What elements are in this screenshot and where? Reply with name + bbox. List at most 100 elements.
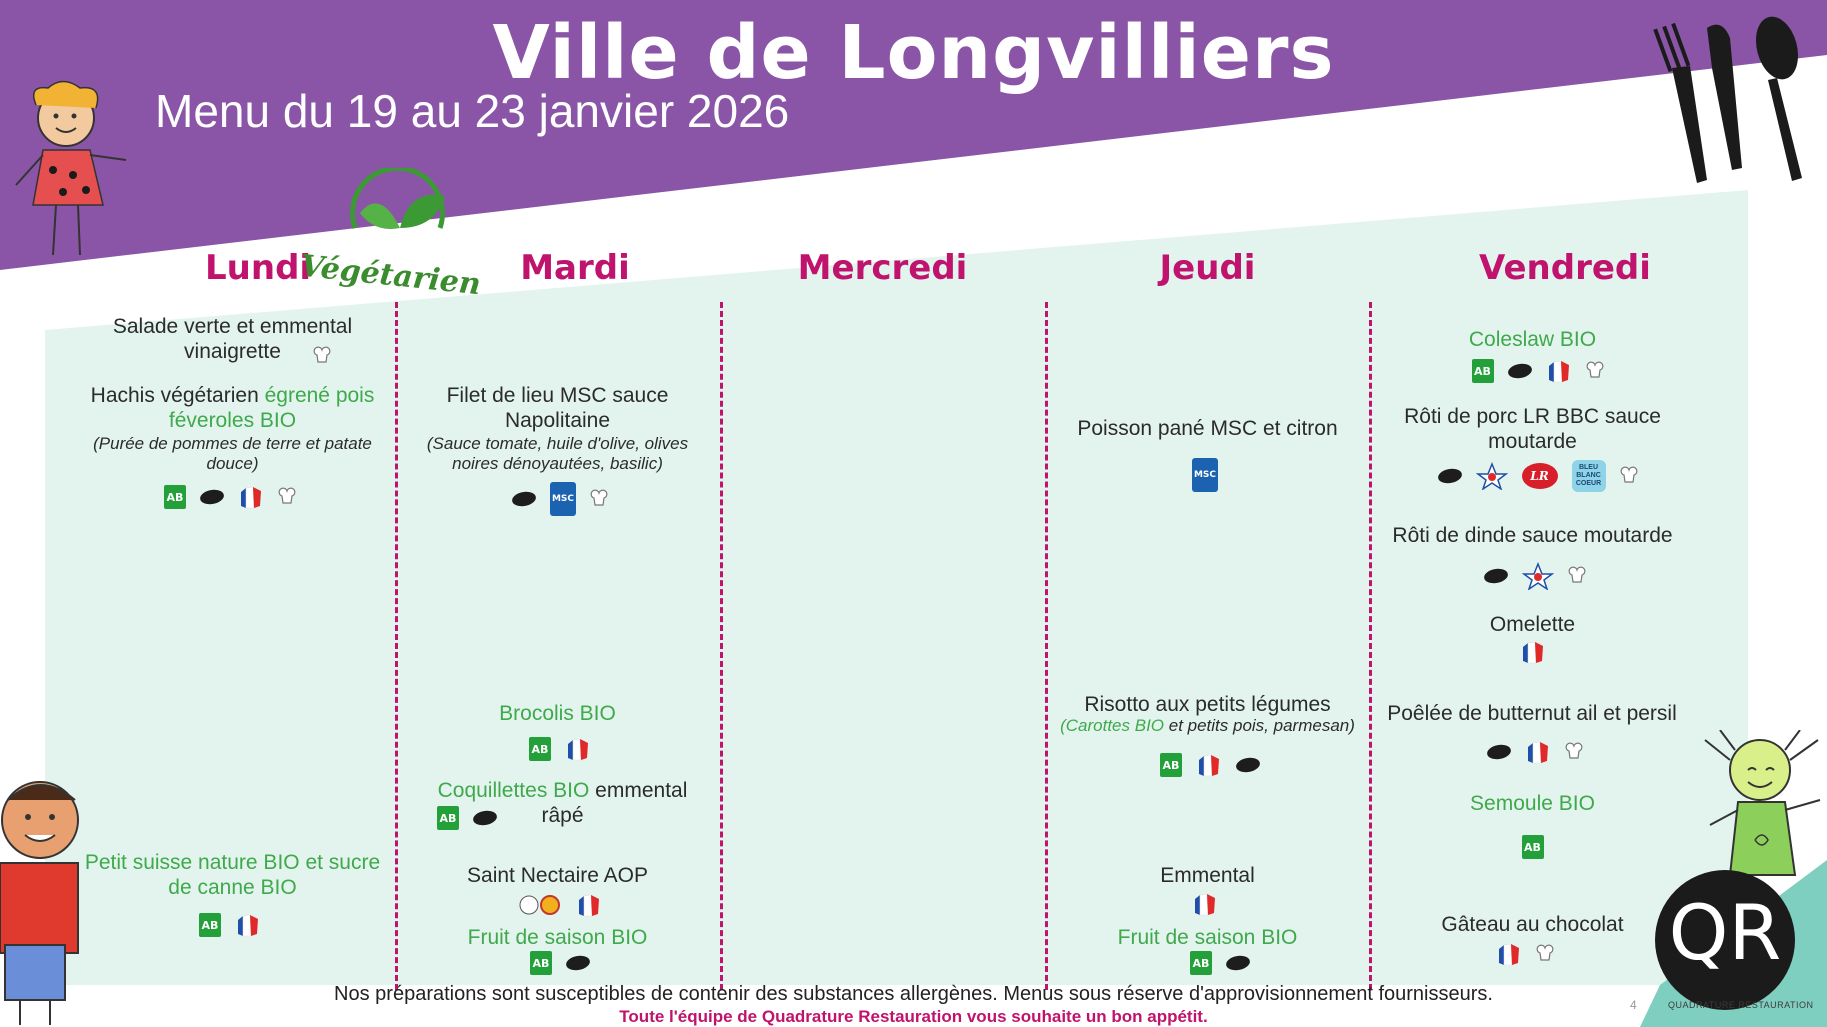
fait-maison-icon — [1436, 467, 1463, 485]
french-origin-icon — [1196, 752, 1222, 778]
mardi-cheese: Saint Nectaire AOP — [467, 864, 648, 887]
lundi-main-note: (Purée de pommes de terre et patate douc… — [93, 434, 372, 473]
cutlery-icon — [1653, 16, 1802, 183]
jeudi-dessert: Fruit de saison BIO — [1117, 926, 1298, 949]
vendredi-side2: Semoule BIO — [1470, 792, 1595, 815]
lundi-main-text: Hachis végétarien — [90, 384, 265, 407]
vendredi-main1-labels: LR BLEU BLANC COEUR — [1425, 460, 1650, 492]
fait-maison-icon — [1506, 362, 1533, 380]
jeudi-side: Risotto aux petits légumes — [1084, 693, 1331, 716]
fait-maison-icon — [198, 488, 226, 506]
french-origin-icon — [1546, 358, 1572, 384]
volaille-francaise-icon — [1522, 562, 1554, 590]
ab-bio-icon: AB — [164, 485, 186, 509]
chef-hat-icon — [1536, 944, 1554, 964]
mardi-cheese-labels — [505, 892, 615, 918]
vegetarian-leaf-icon — [350, 168, 445, 229]
day-header-mardi: Mardi — [520, 248, 630, 288]
fait-maison-icon — [1485, 743, 1513, 761]
girl-illustration — [15, 80, 127, 256]
lundi-starter: Salade verte et emmental vinaigrette — [112, 315, 353, 363]
mardi-side2: Coquillettes BIO emmental râpé — [420, 778, 705, 828]
fait-maison-icon — [1234, 756, 1262, 774]
msc-label-icon: MSC — [1192, 458, 1218, 492]
viande-porc-francais-icon — [1475, 462, 1508, 490]
french-origin-icon — [1192, 891, 1218, 917]
day-header-jeudi: Jeudi — [1159, 248, 1256, 288]
french-origin-icon — [576, 892, 602, 918]
column-separator — [720, 302, 723, 990]
vendredi-main3-labels — [1505, 639, 1560, 665]
label-rouge-icon: LR — [1521, 463, 1558, 489]
column-separator — [395, 302, 398, 990]
mardi-dessert-labels: AB — [505, 951, 615, 975]
girl-right-illustration — [1704, 730, 1821, 876]
chef-hat-icon — [1565, 742, 1583, 762]
fait-maison-icon — [1482, 567, 1510, 585]
mardi-main-labels: MSC — [475, 482, 645, 516]
lundi-main: Hachis végétarien égrené pois féveroles … — [70, 383, 395, 433]
fait-maison-icon — [510, 490, 538, 508]
lundi-dessert-labels: AB — [170, 912, 290, 938]
vendredi-starter-labels: AB — [1455, 358, 1620, 384]
ab-bio-icon: AB — [1160, 753, 1182, 777]
bleu-blanc-coeur-icon: BLEU BLANC COEUR — [1571, 460, 1606, 492]
jeudi-cheese-labels — [1180, 891, 1230, 917]
mardi-main: Filet de lieu MSC sauce Napolitaine — [446, 384, 669, 432]
jeudi-cheese: Emmental — [1160, 864, 1255, 887]
vendredi-dessert-labels — [1475, 941, 1575, 967]
ab-bio-icon: AB — [437, 806, 459, 830]
french-origin-icon — [1520, 639, 1546, 665]
vendredi-dessert: Gâteau au chocolat — [1441, 913, 1624, 936]
lundi-main-bio-text: égrené pois féveroles BIO — [168, 384, 375, 432]
menu-date-range: Menu du 19 au 23 janvier 2026 — [155, 85, 790, 137]
fait-maison-icon — [1224, 954, 1252, 972]
fait-maison-icon — [471, 809, 499, 827]
quadrature-logo-text: QR — [1668, 888, 1782, 977]
fait-maison-icon — [564, 954, 592, 972]
day-header-lundi: Lundi — [205, 248, 312, 288]
jeudi-side-labels: AB — [1140, 752, 1280, 778]
day-header-mercredi: Mercredi — [797, 248, 968, 288]
vendredi-starter: Coleslaw BIO — [1468, 328, 1597, 351]
jeudi-side-note-bio: (Carottes BIO — [1060, 716, 1165, 735]
vendredi-side2-labels: AB — [1510, 835, 1555, 859]
lundi-main-labels: AB — [120, 484, 340, 510]
vendredi-main1: Rôti de porc LR BBC sauce moutarde — [1404, 405, 1661, 453]
chef-hat-icon — [1586, 361, 1604, 381]
vendredi-side1: Poêlée de butternut ail et persil — [1387, 702, 1677, 725]
jeudi-main: Poisson pané MSC et citron — [1077, 417, 1338, 440]
ab-bio-icon: AB — [1471, 359, 1494, 383]
chef-hat-icon — [278, 487, 296, 507]
lundi-dessert: Petit suisse nature BIO et sucre de cann… — [84, 851, 381, 899]
french-origin-icon — [238, 484, 264, 510]
aoc-aop-icon — [518, 894, 562, 916]
msc-label-icon: MSC — [550, 482, 576, 516]
vendredi-main2: Rôti de dinde sauce moutarde — [1392, 524, 1673, 547]
column-separator — [1045, 302, 1048, 990]
ab-bio-icon: AB — [199, 913, 221, 937]
mardi-side1: Brocolis BIO — [499, 702, 616, 725]
quadrature-logo — [1655, 870, 1795, 1010]
page-title: Ville de Longvilliers — [492, 10, 1335, 96]
mardi-dessert: Fruit de saison BIO — [467, 926, 648, 949]
chef-hat-icon — [590, 489, 608, 509]
ab-bio-icon: AB — [1521, 835, 1544, 859]
jeudi-main-labels: MSC — [1180, 458, 1230, 492]
bon-appetit-message: Toute l'équipe de Quadrature Restauratio… — [619, 1007, 1208, 1026]
mardi-side2-bio-text: Coquillettes BIO — [437, 779, 590, 802]
french-origin-icon — [235, 912, 261, 938]
jeudi-side-note-text: et petits pois, parmesan) — [1164, 716, 1355, 735]
mardi-side2-text: emmental râpé — [541, 779, 688, 827]
company-name: QUADRATURE RESTAURATION — [1668, 1000, 1814, 1010]
ab-bio-icon: AB — [530, 951, 552, 975]
mardi-side1-labels: AB — [500, 736, 620, 762]
ab-bio-icon: AB — [529, 737, 551, 761]
day-header-vendredi: Vendredi — [1479, 248, 1651, 288]
jeudi-dessert-labels: AB — [1170, 951, 1270, 975]
vendredi-main3: Omelette — [1489, 613, 1576, 636]
chef-hat-icon — [1620, 466, 1638, 486]
ab-bio-icon: AB — [1190, 951, 1212, 975]
vendredi-main2-labels — [1465, 562, 1605, 590]
